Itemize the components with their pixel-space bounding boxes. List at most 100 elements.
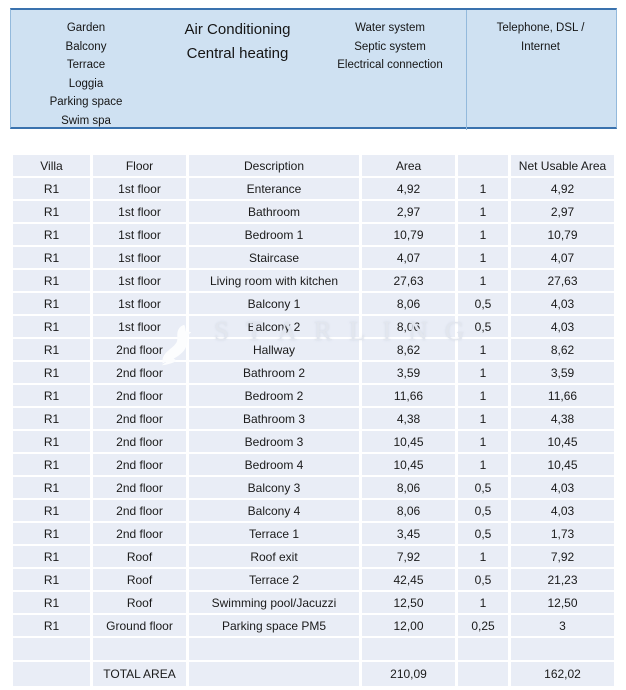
description-cell: Balcony 2 <box>189 316 359 337</box>
amenities-band: Garden Balcony Terrace Loggia Parking sp… <box>10 8 617 130</box>
total-area-value: 210,09 <box>362 662 455 686</box>
net-area-cell: 3,59 <box>511 362 614 383</box>
coefficient-cell: 0,5 <box>458 316 508 337</box>
villa-cell: R1 <box>13 477 90 498</box>
floor-cell: 2nd floor <box>93 523 186 544</box>
area-cell: 27,63 <box>362 270 455 291</box>
table-row: R1 2nd floor Terrace 1 3,45 0,5 1,73 <box>13 523 614 544</box>
table-row: R1 1st floor Balcony 2 8,06 0,5 4,03 <box>13 316 614 337</box>
net-area-cell: 7,92 <box>511 546 614 567</box>
villa-cell: R1 <box>13 523 90 544</box>
net-area-cell: 4,38 <box>511 408 614 429</box>
villa-cell: R1 <box>13 362 90 383</box>
description-cell: Bedroom 3 <box>189 431 359 452</box>
table-row: R1 2nd floor Bedroom 4 10,45 1 10,45 <box>13 454 614 475</box>
coefficient-cell: 1 <box>458 408 508 429</box>
table-row: R1 1st floor Enterance 4,92 1 4,92 <box>13 178 614 199</box>
coefficient-cell: 0,5 <box>458 477 508 498</box>
net-area-cell: 21,23 <box>511 569 614 590</box>
area-cell: 8,62 <box>362 339 455 360</box>
coefficient-cell: 1 <box>458 385 508 406</box>
table-row: R1 1st floor Bedroom 1 10,79 1 10,79 <box>13 224 614 245</box>
coefficient-cell: 1 <box>458 592 508 613</box>
table-row: R1 2nd floor Bedroom 3 10,45 1 10,45 <box>13 431 614 452</box>
floor-cell: Roof <box>93 569 186 590</box>
floor-cell: 2nd floor <box>93 362 186 383</box>
description-cell: Bedroom 1 <box>189 224 359 245</box>
villa-cell: R1 <box>13 431 90 452</box>
area-cell: 7,92 <box>362 546 455 567</box>
villa-cell: R1 <box>13 339 90 360</box>
area-header: Area <box>362 155 455 176</box>
net-area-cell: 4,07 <box>511 247 614 268</box>
description-cell: Terrace 1 <box>189 523 359 544</box>
floor-cell: 1st floor <box>93 316 186 337</box>
description-cell: Roof exit <box>189 546 359 567</box>
coefficient-cell: 1 <box>458 362 508 383</box>
net-area-cell: 4,03 <box>511 500 614 521</box>
coefficient-cell: 1 <box>458 431 508 452</box>
description-cell: Bathroom 2 <box>189 362 359 383</box>
villa-cell: R1 <box>13 408 90 429</box>
table-row: R1 2nd floor Bathroom 2 3,59 1 3,59 <box>13 362 614 383</box>
area-cell: 11,66 <box>362 385 455 406</box>
description-cell: Swimming pool/Jacuzzi <box>189 592 359 613</box>
villa-cell: R1 <box>13 178 90 199</box>
floor-cell: 1st floor <box>93 178 186 199</box>
coefficient-cell: 0,5 <box>458 569 508 590</box>
table-row: R1 2nd floor Balcony 3 8,06 0,5 4,03 <box>13 477 614 498</box>
villa-cell: R1 <box>13 454 90 475</box>
table-row: R1 Ground floor Parking space PM5 12,00 … <box>13 615 614 636</box>
coefficient-cell: 0,5 <box>458 500 508 521</box>
area-cell: 4,38 <box>362 408 455 429</box>
floor-cell: Roof <box>93 592 186 613</box>
coefficient-cell: 0,5 <box>458 293 508 314</box>
net-area-cell: 8,62 <box>511 339 614 360</box>
table-row: R1 2nd floor Balcony 4 8,06 0,5 4,03 <box>13 500 614 521</box>
villa-cell: R1 <box>13 270 90 291</box>
net-area-cell: 4,92 <box>511 178 614 199</box>
area-table: Villa Floor Description Area Net Usable … <box>10 153 617 688</box>
net-area-cell: 3 <box>511 615 614 636</box>
coefficient-cell: 0,25 <box>458 615 508 636</box>
total-area-label: TOTAL AREA <box>93 662 186 686</box>
floor-cell: 2nd floor <box>93 500 186 521</box>
description-cell: Enterance <box>189 178 359 199</box>
villa-header: Villa <box>13 155 90 176</box>
area-cell: 8,06 <box>362 293 455 314</box>
description-cell: Terrace 2 <box>189 569 359 590</box>
area-cell: 3,45 <box>362 523 455 544</box>
net-area-cell: 12,50 <box>511 592 614 613</box>
coefficient-cell: 1 <box>458 247 508 268</box>
villa-cell: R1 <box>13 224 90 245</box>
utility-features-list: Water system Septic system Electrical co… <box>337 22 443 71</box>
area-cell: 8,06 <box>362 316 455 337</box>
floor-cell: 2nd floor <box>93 385 186 406</box>
area-cell: 42,45 <box>362 569 455 590</box>
total-net-area-value: 162,02 <box>511 662 614 686</box>
table-row: R1 1st floor Bathroom 2,97 1 2,97 <box>13 201 614 222</box>
area-cell: 8,06 <box>362 477 455 498</box>
description-cell: Staircase <box>189 247 359 268</box>
description-cell: Hallway <box>189 339 359 360</box>
area-cell: 4,07 <box>362 247 455 268</box>
total-row: TOTAL AREA 210,09 162,02 <box>13 662 614 686</box>
coefficient-cell: 1 <box>458 546 508 567</box>
villa-cell: R1 <box>13 615 90 636</box>
villa-cell: R1 <box>13 247 90 268</box>
floor-cell: 2nd floor <box>93 408 186 429</box>
description-cell: Bathroom 3 <box>189 408 359 429</box>
table-row: R1 Roof Terrace 2 42,45 0,5 21,23 <box>13 569 614 590</box>
net-area-cell: 10,45 <box>511 431 614 452</box>
net-area-cell: 27,63 <box>511 270 614 291</box>
floor-cell: 2nd floor <box>93 477 186 498</box>
table-row: R1 Roof Swimming pool/Jacuzzi 12,50 1 12… <box>13 592 614 613</box>
floor-header: Floor <box>93 155 186 176</box>
area-cell: 10,45 <box>362 454 455 475</box>
area-cell: 10,79 <box>362 224 455 245</box>
table-row: R1 1st floor Balcony 1 8,06 0,5 4,03 <box>13 293 614 314</box>
net-area-cell: 10,45 <box>511 454 614 475</box>
floor-cell: 2nd floor <box>93 339 186 360</box>
net-area-cell: 2,97 <box>511 201 614 222</box>
table-row: R1 Roof Roof exit 7,92 1 7,92 <box>13 546 614 567</box>
